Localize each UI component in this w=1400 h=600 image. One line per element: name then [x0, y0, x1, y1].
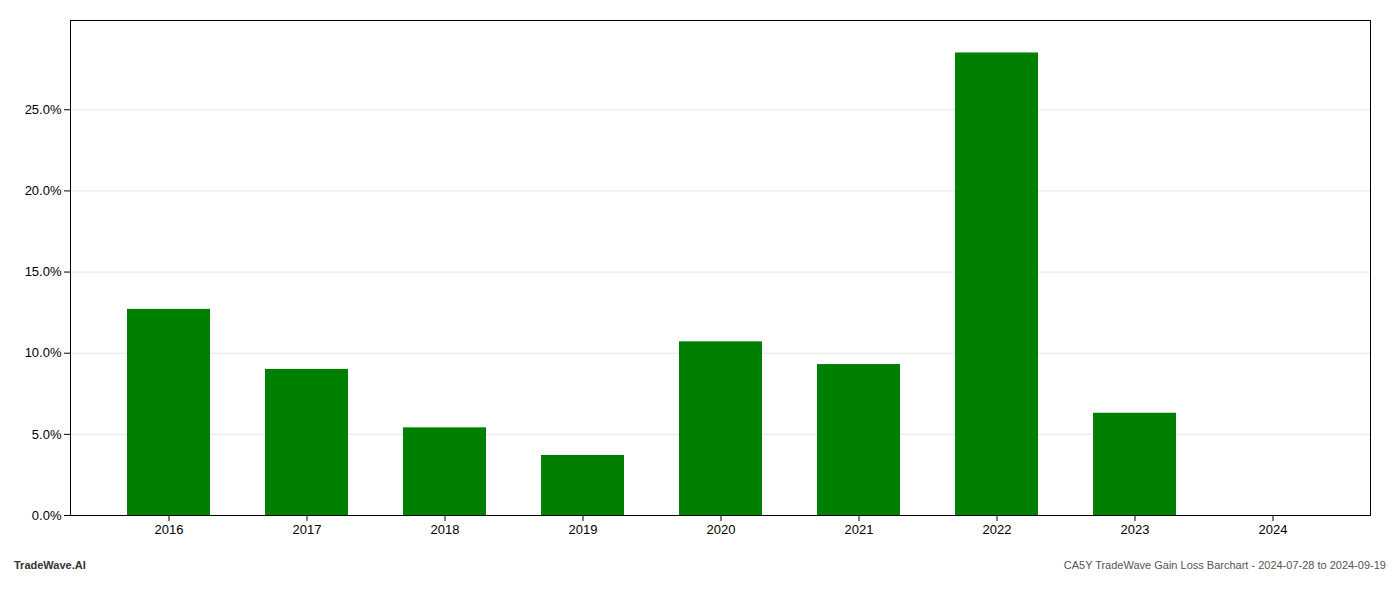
html-text:CA5Y TradeWave Gain Loss Barch: CA5Y TradeWave Gain Loss Barchart - 2024… [1063, 559, 1386, 571]
svg-text:5.0%: 5.0% [32, 427, 62, 442]
svg-text:2021: 2021 [845, 522, 874, 537]
svg-text:2019: 2019 [569, 522, 598, 537]
svg-text:25.0%: 25.0% [25, 102, 62, 117]
svg-text:20.0%: 20.0% [25, 183, 62, 198]
svg-text:2024: 2024 [1259, 522, 1288, 537]
svg-text:2016: 2016 [155, 522, 184, 537]
svg-text:2020: 2020 [707, 522, 736, 537]
svg-text:2017: 2017 [293, 522, 322, 537]
svg-text:10.0%: 10.0% [25, 345, 62, 360]
svg-text:2018: 2018 [431, 522, 460, 537]
svg-text:2023: 2023 [1121, 522, 1150, 537]
html-text:TradeWave.AI: TradeWave.AI [14, 559, 86, 571]
svg-text:0.0%: 0.0% [32, 508, 62, 523]
svg-text:2022: 2022 [983, 522, 1012, 537]
svg-text:15.0%: 15.0% [25, 264, 62, 279]
